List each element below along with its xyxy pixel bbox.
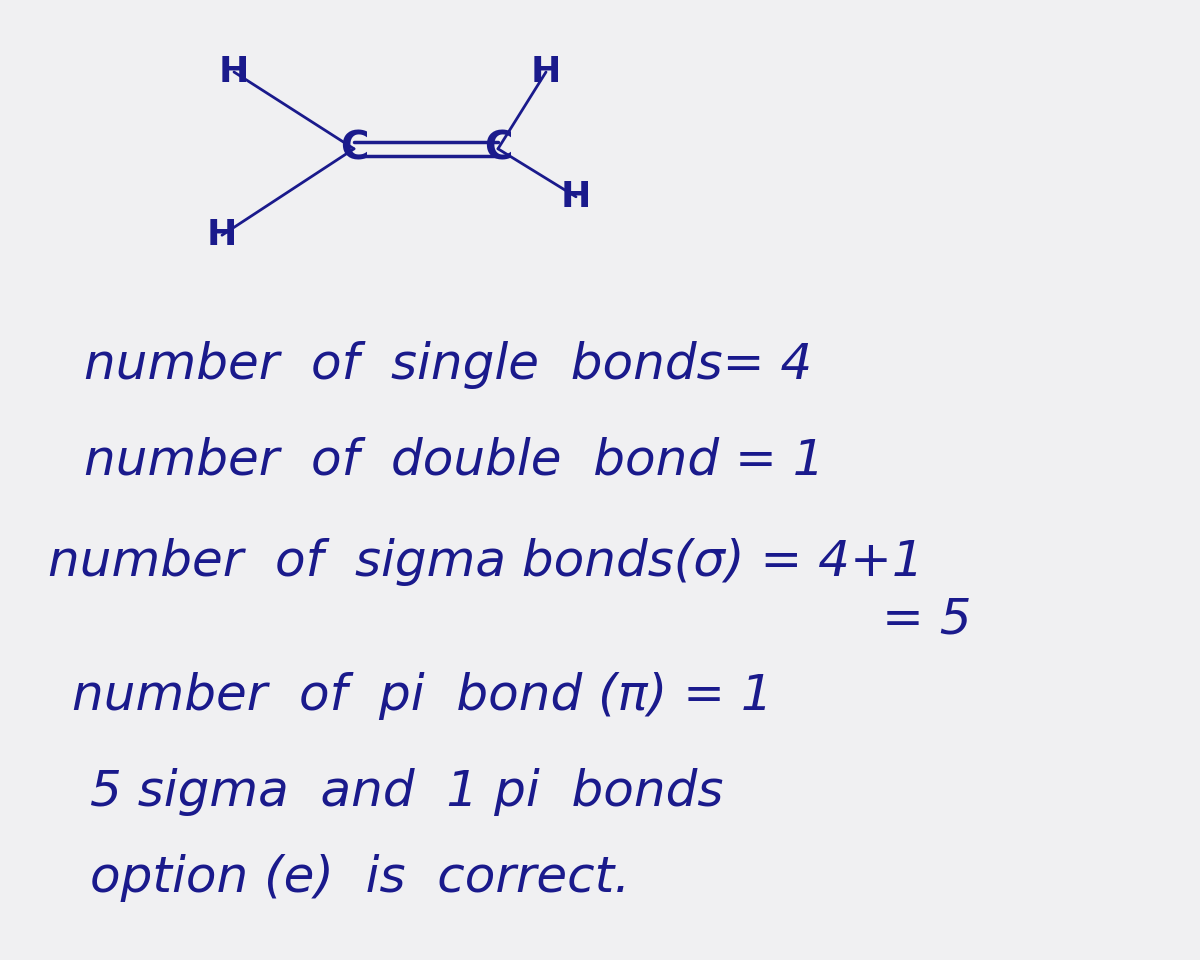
Text: option (e)  is  correct.: option (e) is correct.	[90, 854, 630, 902]
Text: H: H	[218, 55, 250, 89]
Text: = 5: = 5	[882, 595, 972, 643]
Text: number  of  single  bonds= 4: number of single bonds= 4	[84, 341, 812, 389]
Text: 5 sigma  and  1 pi  bonds: 5 sigma and 1 pi bonds	[90, 768, 724, 816]
Text: H: H	[206, 218, 238, 252]
Text: C: C	[340, 130, 368, 168]
Text: H: H	[530, 55, 562, 89]
Text: number  of  sigma bonds(σ) = 4+1: number of sigma bonds(σ) = 4+1	[48, 538, 924, 586]
Text: number  of  double  bond = 1: number of double bond = 1	[84, 437, 824, 485]
Text: C: C	[484, 130, 512, 168]
Text: number  of  pi  bond (π) = 1: number of pi bond (π) = 1	[72, 672, 773, 720]
Text: H: H	[560, 180, 592, 214]
